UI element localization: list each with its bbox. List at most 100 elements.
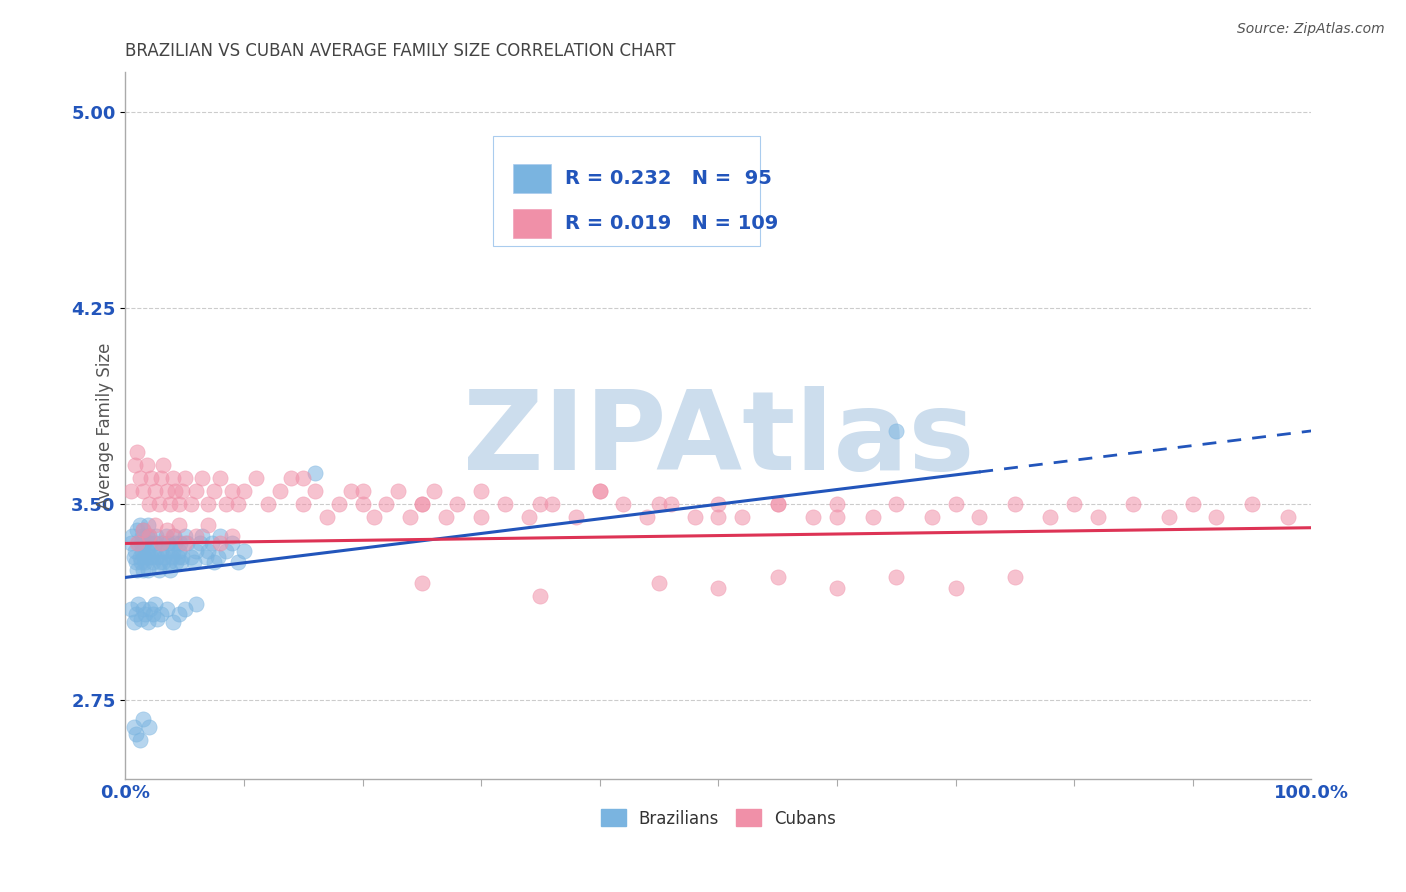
Point [146, 549, 169, 564]
Point [152, 555, 174, 569]
Point [129, 536, 152, 550]
Text: BRAZILIAN VS CUBAN AVERAGE FAMILY SIZE CORRELATION CHART: BRAZILIAN VS CUBAN AVERAGE FAMILY SIZE C… [125, 42, 676, 60]
Point [141, 549, 163, 564]
Point [173, 536, 195, 550]
Point [169, 536, 191, 550]
Point [589, 484, 612, 499]
Point [129, 555, 152, 569]
Point [1004, 497, 1026, 511]
Point [707, 581, 730, 595]
Point [215, 497, 238, 511]
Point [128, 549, 150, 564]
Point [945, 497, 967, 511]
Point [683, 510, 706, 524]
Point [967, 510, 990, 524]
Point [884, 424, 907, 438]
Point [411, 497, 433, 511]
Point [269, 484, 291, 499]
Point [221, 536, 243, 550]
Point [132, 712, 155, 726]
Point [127, 536, 149, 550]
Point [165, 536, 187, 550]
Point [165, 484, 187, 499]
Point [129, 612, 152, 626]
Point [124, 458, 146, 472]
Point [122, 720, 145, 734]
Point [146, 612, 169, 626]
Point [148, 563, 170, 577]
Point [207, 549, 229, 564]
Point [159, 497, 181, 511]
Point [138, 549, 160, 564]
Point [132, 563, 155, 577]
Point [202, 555, 225, 569]
Point [180, 549, 202, 564]
Point [387, 484, 409, 499]
Point [226, 555, 249, 569]
Point [215, 544, 238, 558]
Point [541, 497, 564, 511]
Point [145, 528, 167, 542]
Point [363, 510, 385, 524]
Point [766, 497, 789, 511]
Bar [513, 209, 551, 238]
Point [156, 484, 179, 499]
Point [150, 536, 173, 550]
Point [132, 524, 155, 538]
Point [153, 549, 176, 564]
Point [122, 549, 145, 564]
Point [1205, 510, 1227, 524]
Point [149, 536, 172, 550]
Point [167, 518, 190, 533]
Point [1277, 510, 1299, 524]
Point [292, 497, 315, 511]
Point [170, 555, 193, 569]
Point [1004, 570, 1026, 584]
Point [884, 497, 907, 511]
Point [139, 602, 162, 616]
Point [825, 581, 848, 595]
Point [173, 528, 195, 542]
Point [142, 607, 165, 621]
Point [766, 497, 789, 511]
Point [731, 510, 754, 524]
Point [766, 570, 789, 584]
Point [134, 607, 156, 621]
Y-axis label: Average Family Size: Average Family Size [96, 343, 114, 508]
Point [1240, 497, 1263, 511]
Point [648, 497, 671, 511]
Point [143, 536, 166, 550]
Point [125, 727, 148, 741]
Point [156, 544, 179, 558]
Point [186, 528, 208, 542]
Point [945, 581, 967, 595]
Point [339, 484, 361, 499]
Bar [513, 163, 551, 194]
Point [156, 602, 179, 616]
Point [165, 555, 187, 569]
Point [159, 563, 181, 577]
Point [1181, 497, 1204, 511]
Point [1122, 497, 1144, 511]
Text: R = 0.232   N =  95: R = 0.232 N = 95 [565, 169, 772, 188]
Point [127, 563, 149, 577]
Point [529, 589, 551, 603]
Point [149, 555, 172, 569]
Point [183, 555, 205, 569]
Point [862, 510, 884, 524]
Point [143, 518, 166, 533]
Point [138, 528, 160, 542]
Point [1039, 510, 1062, 524]
Point [209, 528, 232, 542]
Point [648, 575, 671, 590]
Point [191, 528, 214, 542]
Point [411, 575, 433, 590]
Point [707, 497, 730, 511]
Point [167, 497, 190, 511]
Point [162, 615, 184, 629]
Point [138, 497, 160, 511]
Point [186, 484, 208, 499]
Point [446, 497, 468, 511]
Legend: Brazilians, Cubans: Brazilians, Cubans [593, 803, 842, 834]
Point [136, 615, 159, 629]
